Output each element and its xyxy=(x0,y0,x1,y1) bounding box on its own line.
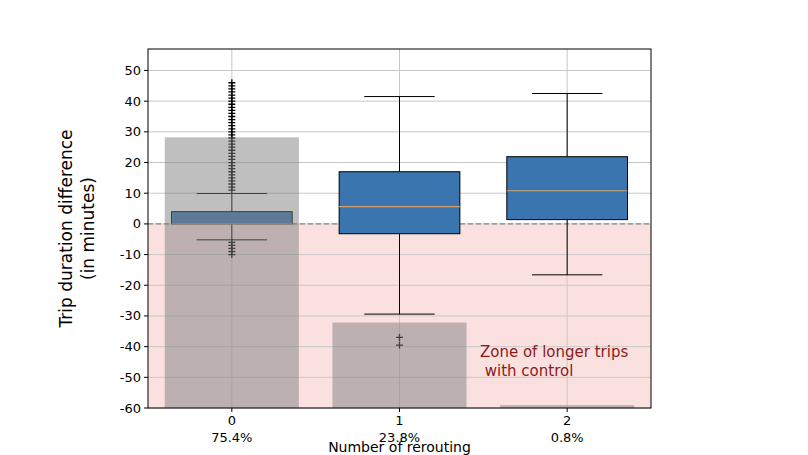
tick-label: -20 xyxy=(120,278,141,293)
tick-label: 40 xyxy=(124,94,141,109)
annotation: with control xyxy=(480,362,573,380)
tick-label: 2 xyxy=(563,413,571,428)
chart: -60-50-40-30-20-1001020304050075.4%123.8… xyxy=(0,0,808,455)
tick xyxy=(144,346,148,347)
tick-label: 10 xyxy=(124,186,141,201)
bar xyxy=(165,137,299,408)
tick xyxy=(567,408,568,412)
whisker xyxy=(567,93,568,156)
median xyxy=(339,206,460,207)
outlier xyxy=(228,79,235,86)
tick-label: 20 xyxy=(124,155,141,170)
share-label: 0.8% xyxy=(551,430,584,445)
tick-label: -60 xyxy=(120,401,141,416)
tick xyxy=(231,408,232,412)
whisker-cap xyxy=(364,314,434,315)
tick xyxy=(144,162,148,163)
tick-label: -10 xyxy=(120,247,141,262)
share-label: 75.4% xyxy=(211,430,252,445)
tick xyxy=(144,223,148,224)
whisker xyxy=(399,97,400,172)
tick xyxy=(144,131,148,132)
tick xyxy=(144,315,148,316)
box xyxy=(507,157,628,220)
tick-label: -40 xyxy=(120,339,141,354)
whisker xyxy=(567,220,568,275)
annotation: Zone of longer trips xyxy=(480,343,628,361)
tick xyxy=(144,193,148,194)
tick-label: 30 xyxy=(124,124,141,139)
whisker-cap xyxy=(364,96,434,97)
marks xyxy=(165,79,634,408)
tick-label: -30 xyxy=(120,308,141,323)
whisker xyxy=(399,234,400,314)
tick-label: -50 xyxy=(120,370,141,385)
tick-label: 1 xyxy=(395,413,403,428)
tick xyxy=(399,408,400,412)
tick-label: 0 xyxy=(133,216,141,231)
axis-label: Number of rerouting xyxy=(328,439,471,455)
tick xyxy=(144,408,148,409)
tick xyxy=(144,101,148,102)
median xyxy=(507,190,628,191)
bar xyxy=(332,323,466,408)
frame xyxy=(148,49,651,408)
axis-label: Trip duration difference xyxy=(56,129,76,328)
tick-label: 0 xyxy=(228,413,236,428)
tick xyxy=(144,254,148,255)
whisker-cap xyxy=(532,93,602,94)
tick-label: 50 xyxy=(124,63,141,78)
tick xyxy=(144,70,148,71)
tick xyxy=(144,377,148,378)
axis-label: (in minutes) xyxy=(78,177,98,280)
box xyxy=(339,172,460,234)
tick xyxy=(144,285,148,286)
whisker-cap xyxy=(532,274,602,275)
